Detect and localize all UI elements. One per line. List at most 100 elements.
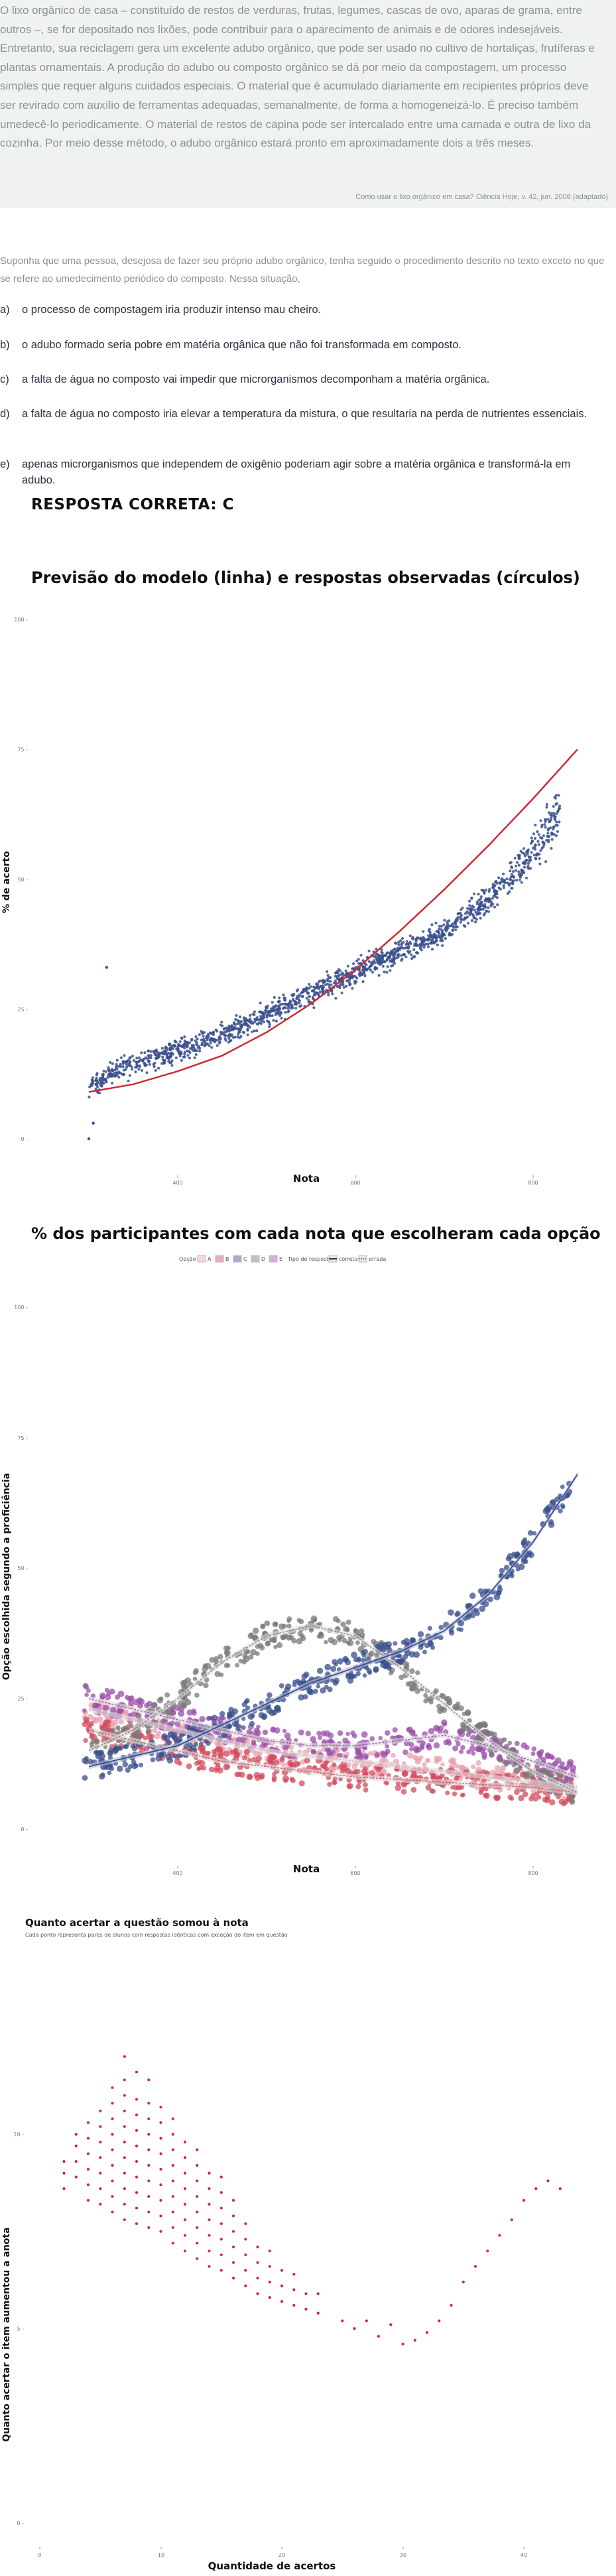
option-point-a [156,1730,162,1736]
gain-point [147,2148,151,2152]
option-a[interactable]: a) o processo de compostagem iria produz… [0,302,616,337]
option-point-b [255,1756,262,1762]
observed-point [180,1051,183,1055]
observed-point [365,963,368,966]
observed-point [101,1072,105,1076]
gain-point [256,2245,259,2248]
observed-point [443,919,446,922]
option-point-d [214,1671,221,1677]
option-point-d [225,1645,231,1651]
observed-point [489,900,493,903]
observed-point [274,1013,277,1016]
observed-point [345,979,349,982]
option-point-c [249,1720,255,1726]
observed-point [242,1016,246,1019]
gain-point [208,2218,211,2221]
observed-point [275,1004,278,1007]
observed-point [536,830,539,834]
observed-point [483,891,486,894]
option-d[interactable]: d) a falta de água no composto iria elev… [0,406,616,456]
gain-point [171,2195,174,2198]
observed-point [101,1082,105,1085]
observed-point [174,1041,178,1044]
option-point-c [108,1748,113,1753]
observed-point [228,1025,231,1029]
option-point-e [86,1688,91,1693]
observed-point [238,1031,241,1034]
observed-point [406,942,410,946]
observed-point [534,843,537,846]
observed-point [493,895,497,898]
observed-point [210,1037,213,1041]
option-point-d [465,1710,471,1716]
observed-point [351,987,354,990]
option-point-b [282,1775,289,1782]
option-point-c [427,1626,432,1631]
option-point-d [156,1697,163,1704]
observed-point [542,846,545,849]
observed-point [375,957,379,960]
observed-point [213,1037,216,1041]
observed-point [337,968,340,971]
option-point-b [241,1755,247,1761]
option-e[interactable]: e) apenas microrganismos que independem … [0,456,616,489]
observed-point [266,1004,269,1007]
option-point-c [298,1681,303,1686]
option-point-d [194,1693,200,1698]
gain-point [123,2156,126,2159]
option-point-e [466,1749,471,1754]
observed-point [412,948,416,951]
observed-point [307,1001,310,1004]
gain-point [244,2269,247,2272]
observed-point [538,852,541,856]
option-point-b [355,1783,361,1789]
observed-point [389,954,392,958]
observed-point [437,933,440,936]
observed-point [191,1045,194,1049]
option-point-c [204,1738,208,1744]
observed-point [509,877,512,881]
option-text: a falta de água no composto iria elevar … [22,408,587,420]
observed-point [287,1001,290,1005]
option-point-d [507,1740,513,1746]
observed-point [107,1066,110,1069]
observed-point [183,1039,186,1043]
gain-point [183,2140,187,2144]
gain-point [147,2132,151,2136]
observed-point [367,960,371,963]
observed-point [114,1074,117,1078]
option-c[interactable]: c) a falta de água no composto vai imped… [0,371,616,406]
option-point-b [344,1768,351,1775]
observed-point [484,899,488,903]
observed-point [397,943,400,946]
observed-point [493,889,496,892]
gain-point [99,2125,102,2128]
gain-point [498,2234,501,2237]
option-point-c [150,1757,156,1763]
option-point-e [469,1745,476,1752]
option-point-e [350,1730,355,1736]
observed-point [177,1051,181,1055]
option-point-c [544,1506,550,1513]
option-point-c [560,1484,565,1490]
observed-point [338,974,341,977]
observed-point [334,974,337,978]
observed-point [459,921,462,924]
observed-point [479,917,482,920]
option-point-e [345,1732,350,1736]
observed-point [276,1011,280,1014]
observed-point [273,1009,276,1013]
observed-point [87,1137,91,1141]
observed-point [554,834,558,838]
observed-point [419,945,422,948]
observed-point [444,928,447,931]
gain-point [171,2148,174,2152]
observed-point [291,998,295,1001]
observed-point [509,875,513,879]
observed-point [234,1017,237,1021]
option-point-b [361,1768,367,1774]
option-point-c [247,1713,255,1720]
observed-point [357,962,361,965]
option-b[interactable]: b) o adubo formado seria pobre em matéri… [0,337,616,371]
y-tick-label: 25 - [17,1007,28,1013]
